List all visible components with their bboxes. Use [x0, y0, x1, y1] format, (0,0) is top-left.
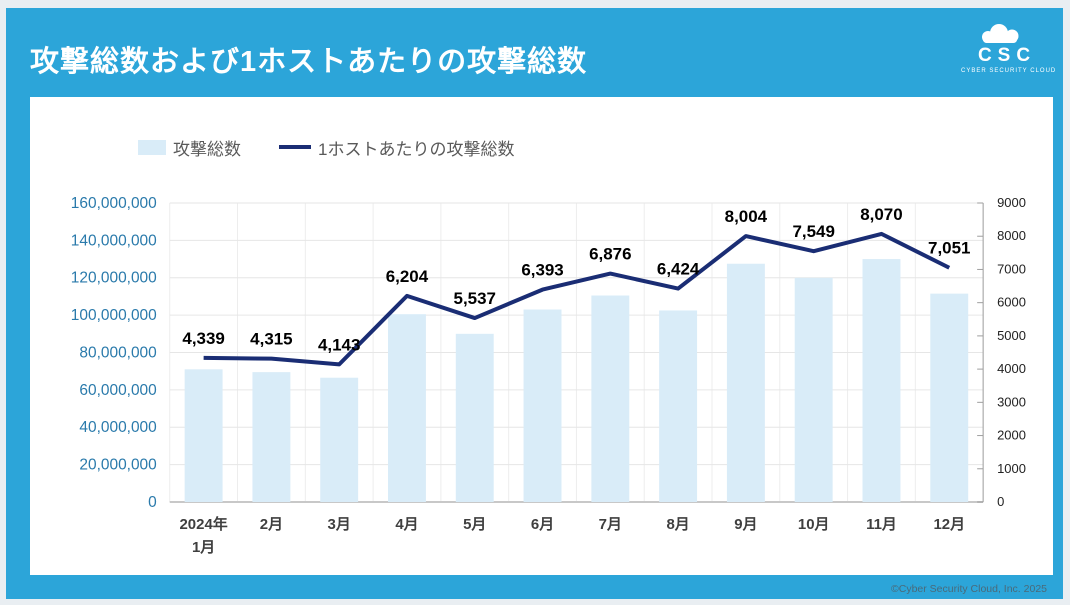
data-label: 7,051 — [928, 239, 970, 258]
x-tick-label: 5月 — [463, 516, 486, 533]
bar-2 — [252, 372, 291, 502]
legend-item-bars: 攻撃総数 — [138, 135, 241, 160]
svg-text:0: 0 — [148, 494, 157, 511]
data-label: 6,876 — [589, 245, 631, 264]
legend-label-line: 1ホストあたりの攻撃総数 — [318, 139, 515, 159]
svg-text:140,000,000: 140,000,000 — [71, 232, 157, 249]
svg-text:6000: 6000 — [997, 295, 1026, 310]
x-tick-label: 10月 — [798, 516, 830, 533]
x-tick-label: 6月 — [531, 516, 554, 533]
chart-panel: 攻撃総数 1ホストあたりの攻撃総数 0 20,000,000 40,000,000 6… — [30, 97, 1053, 575]
bar-6 — [523, 309, 562, 502]
x-tick-label: 2月 — [260, 516, 283, 533]
svg-text:8000: 8000 — [997, 228, 1026, 243]
bar-swatch-icon — [138, 139, 166, 155]
cloud-icon — [982, 24, 1019, 43]
svg-text:60,000,000: 60,000,000 — [79, 382, 156, 399]
page-title: 攻撃総数および1ホストあたりの攻撃総数 — [30, 46, 588, 78]
svg-text:3000: 3000 — [997, 394, 1026, 409]
svg-text:80,000,000: 80,000,000 — [79, 344, 156, 361]
footer: ©Cyber Security Cloud, Inc. 2025 — [891, 583, 1047, 595]
bar-7 — [591, 295, 630, 502]
combo-chart: 0 20,000,000 40,000,000 60,000,000 80,000,00… — [71, 195, 1026, 556]
data-label: 4,315 — [250, 330, 292, 349]
svg-text:5000: 5000 — [997, 328, 1026, 343]
line-series — [203, 231, 951, 367]
svg-text:1000: 1000 — [997, 461, 1026, 476]
svg-text:100,000,000: 100,000,000 — [71, 307, 157, 324]
svg-text:9000: 9000 — [997, 195, 1026, 210]
bar-4 — [388, 314, 426, 502]
x-tick-label: 3月 — [328, 516, 351, 533]
data-label: 8,070 — [860, 205, 902, 224]
data-label: 7,549 — [792, 222, 834, 241]
legend-label-bars: 攻撃総数 — [173, 139, 241, 159]
data-label: 4,143 — [318, 335, 360, 354]
data-label: 6,204 — [386, 267, 429, 286]
svg-text:2000: 2000 — [997, 428, 1026, 443]
csc-logo: CSC CYBER SECURITY CLOUD — [961, 20, 1057, 74]
svg-text:4000: 4000 — [997, 361, 1026, 376]
legend-item-line: 1ホストあたりの攻撃総数 — [279, 135, 514, 160]
logo-subtitle: CYBER SECURITY CLOUD — [961, 68, 1057, 74]
x-tick-label: 1月 — [192, 539, 215, 556]
line-swatch-icon — [279, 145, 311, 149]
svg-text:120,000,000: 120,000,000 — [71, 270, 157, 287]
x-tick-label: 2024年 — [180, 515, 228, 533]
x-tick-label: 11月 — [866, 516, 897, 533]
data-label: 6,424 — [657, 260, 700, 279]
svg-text:20,000,000: 20,000,000 — [79, 457, 156, 474]
bar-10 — [794, 277, 833, 502]
copyright: ©Cyber Security Cloud, Inc. 2025 — [891, 583, 1047, 595]
data-label: 8,004 — [725, 207, 768, 226]
bar-12 — [930, 293, 969, 502]
svg-text:7000: 7000 — [997, 261, 1026, 276]
data-label: 4,339 — [182, 329, 224, 348]
bar-8 — [659, 310, 698, 502]
svg-text:40,000,000: 40,000,000 — [79, 419, 156, 436]
x-tick-label: 9月 — [734, 516, 757, 533]
svg-text:0: 0 — [997, 494, 1004, 509]
logo-abbr: CSC — [977, 45, 1037, 66]
slide-frame: 攻撃総数および1ホストあたりの攻撃総数 CSC CYBER SECURITY C… — [6, 8, 1063, 599]
bar-1 — [184, 369, 223, 502]
x-tick-label: 4月 — [395, 516, 418, 533]
bar-11 — [862, 259, 901, 502]
svg-text:160,000,000: 160,000,000 — [71, 195, 157, 212]
bar-9 — [726, 263, 765, 502]
bar-3 — [320, 377, 359, 502]
bar-5 — [455, 333, 494, 502]
x-tick-label: 7月 — [599, 516, 622, 533]
data-label: 5,537 — [454, 289, 496, 308]
x-tick-label: 8月 — [666, 516, 689, 533]
data-label: 6,393 — [521, 261, 563, 280]
chart-legend: 攻撃総数 1ホストあたりの攻撃総数 — [138, 135, 514, 159]
x-tick-label: 12月 — [933, 516, 965, 533]
